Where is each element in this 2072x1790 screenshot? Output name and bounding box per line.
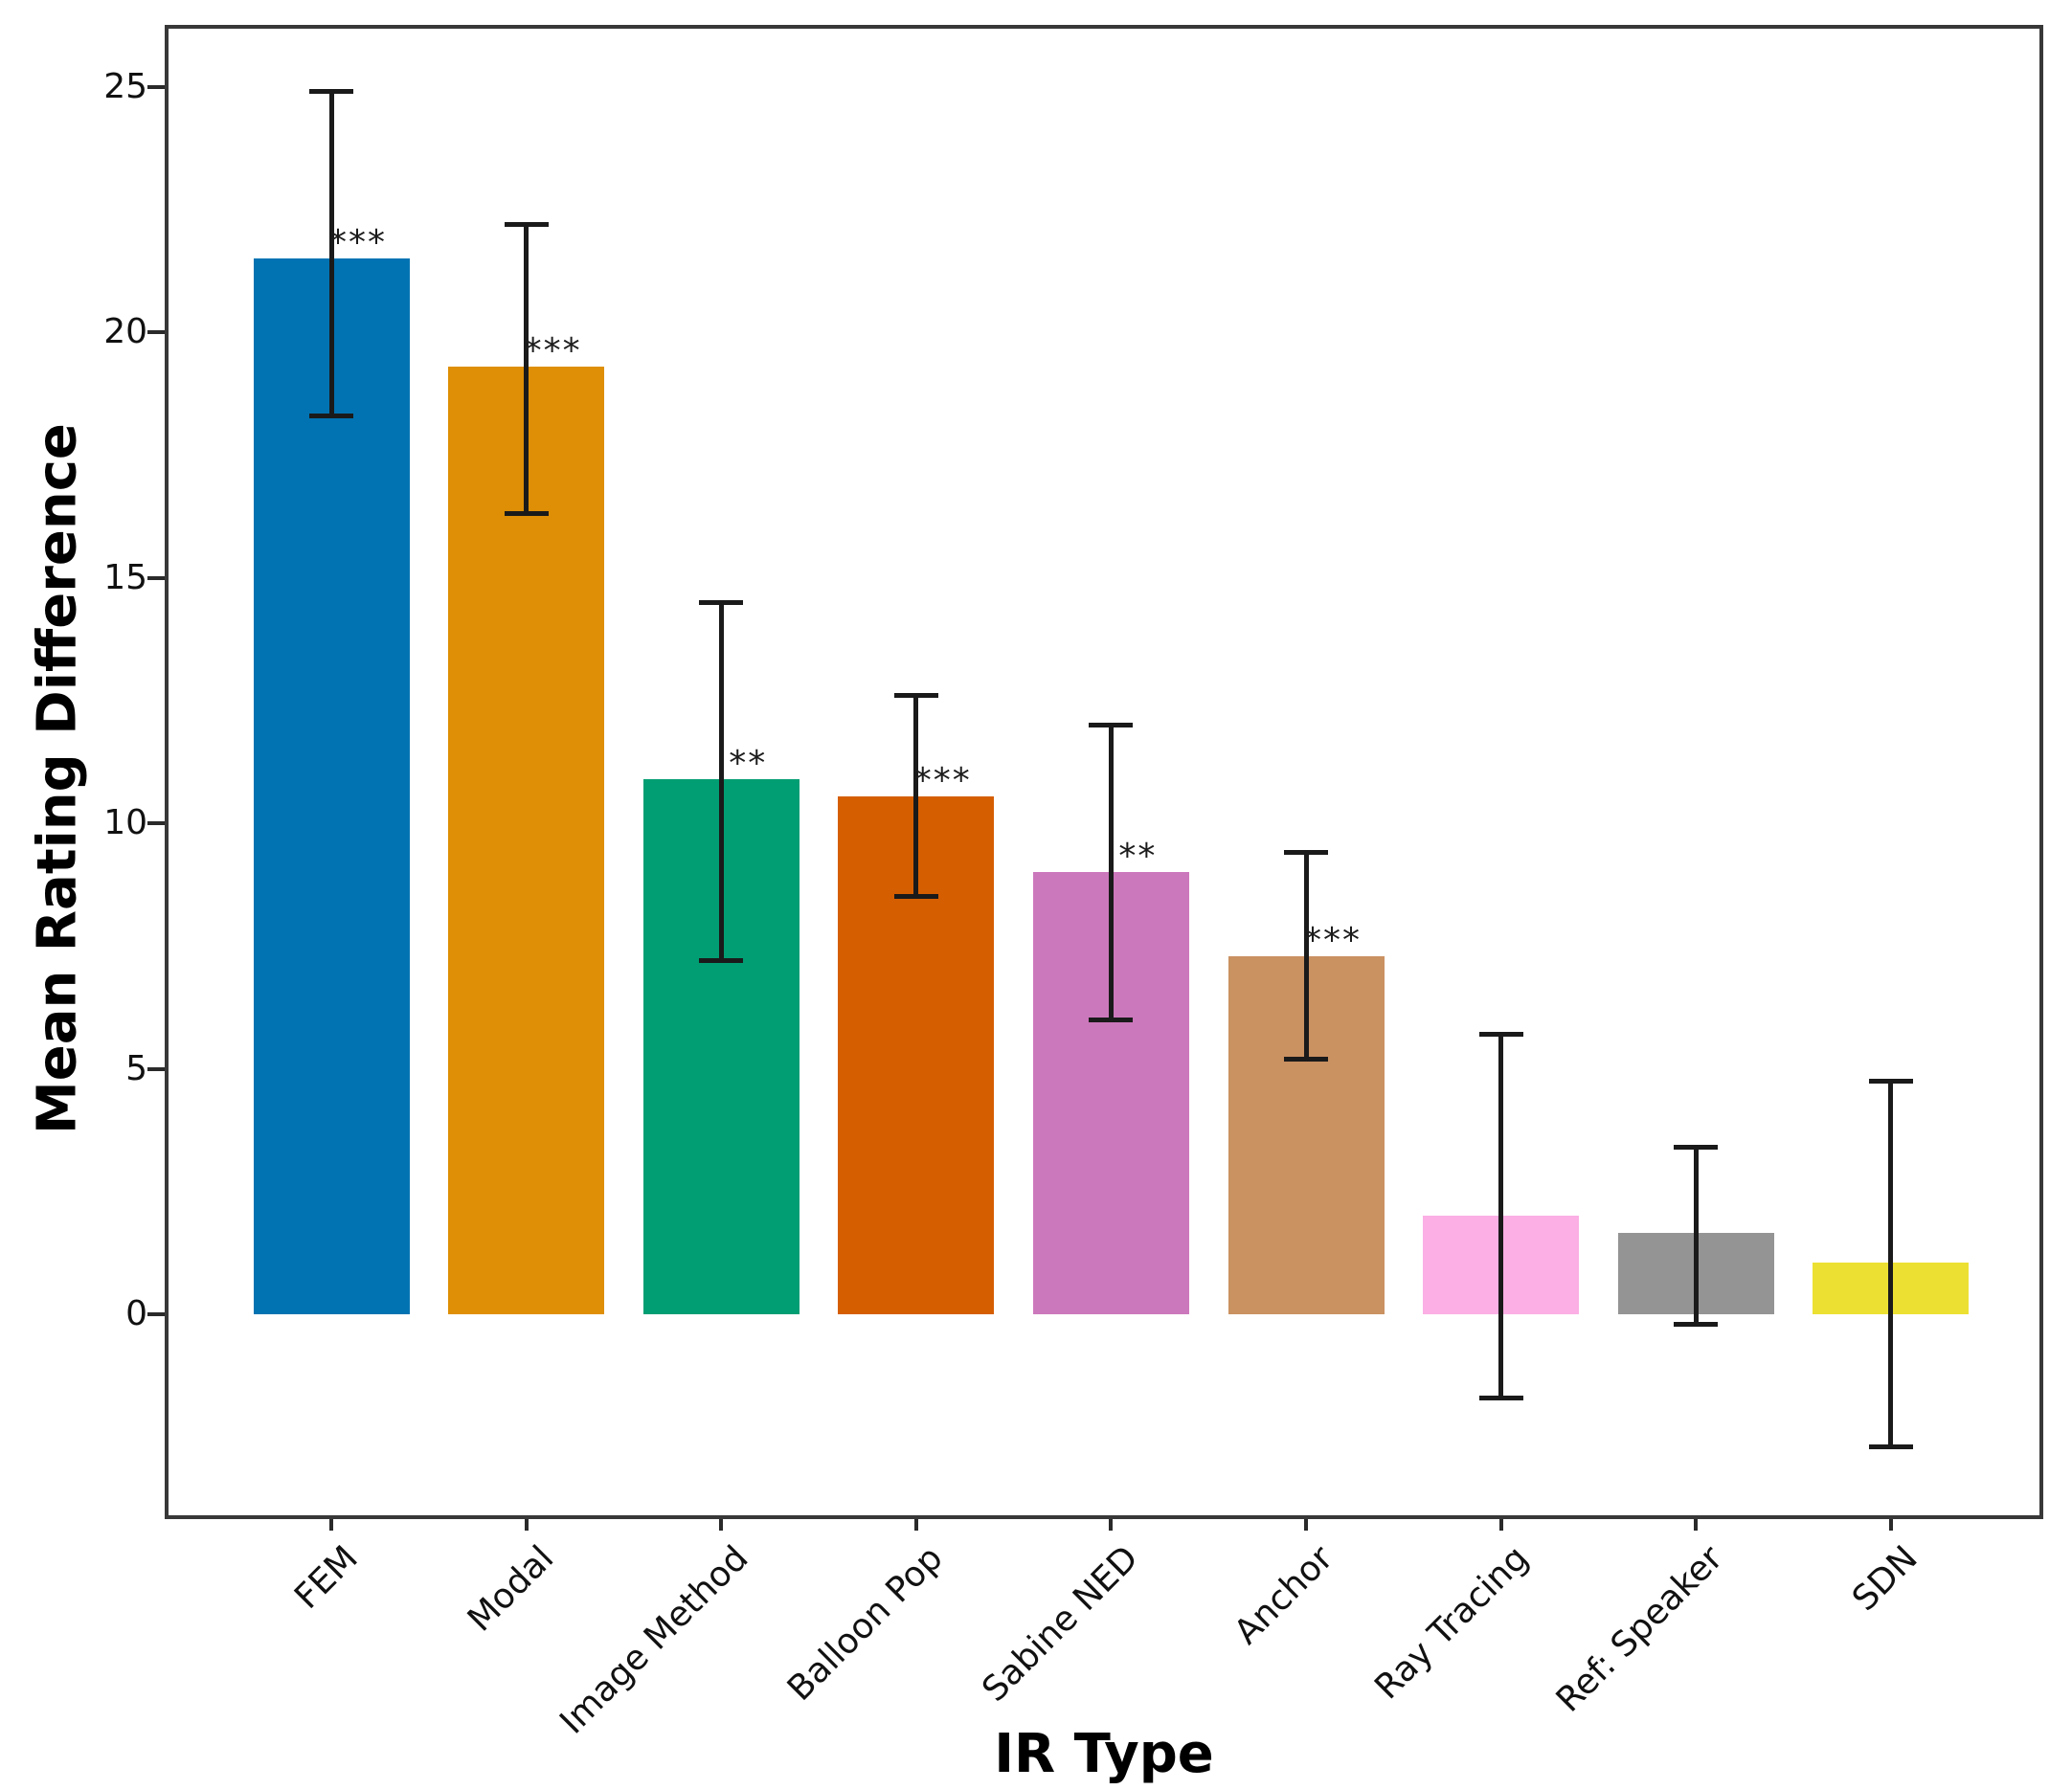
error-bar-cap xyxy=(1868,1078,1913,1084)
y-tick xyxy=(147,84,165,89)
x-tick xyxy=(1109,1515,1114,1531)
x-tick xyxy=(1498,1515,1503,1531)
y-tick xyxy=(147,1066,165,1071)
error-bar-cap xyxy=(1284,850,1328,856)
x-tick xyxy=(1888,1515,1893,1531)
y-tick-label: 15 xyxy=(103,557,147,597)
error-bar xyxy=(328,91,334,416)
y-tick-label: 20 xyxy=(103,312,147,351)
error-bar xyxy=(718,602,724,961)
error-bar xyxy=(1693,1147,1699,1325)
x-tick xyxy=(524,1515,529,1531)
x-tick-label: SDN xyxy=(1845,1538,1926,1620)
error-bar xyxy=(1303,852,1309,1060)
x-tick-label: Balloon Pop xyxy=(780,1538,952,1710)
error-bar xyxy=(524,224,529,514)
error-bar-cap xyxy=(504,511,549,517)
error-bar-cap xyxy=(504,221,549,227)
x-tick-label: Image Method xyxy=(552,1538,756,1742)
bar xyxy=(253,258,410,1314)
error-bar xyxy=(1888,1081,1894,1447)
error-bar-cap xyxy=(1478,1032,1523,1038)
x-tick-label: Sabine NED xyxy=(975,1538,1146,1710)
y-tick xyxy=(147,821,165,825)
x-tick-label: Modal xyxy=(460,1538,561,1640)
error-bar-cap xyxy=(309,413,353,418)
x-tick-label: Ray Tracing xyxy=(1366,1538,1536,1708)
x-axis-label: IR Type xyxy=(994,1723,1214,1785)
x-tick xyxy=(1694,1515,1699,1531)
error-bar-cap xyxy=(1089,1017,1134,1022)
significance-stars: *** xyxy=(524,330,582,370)
error-bar-cap xyxy=(1868,1444,1913,1449)
significance-stars: *** xyxy=(913,760,972,800)
plot-area: *** *** ** *** ** *** xyxy=(147,25,2043,1531)
y-tick-label: 5 xyxy=(125,1048,147,1088)
x-tick-label: Anchor xyxy=(1227,1538,1341,1653)
error-bar xyxy=(1108,725,1114,1020)
significance-stars: *** xyxy=(1304,920,1362,960)
error-bar-cap xyxy=(699,599,744,605)
y-tick-label: 10 xyxy=(103,803,147,842)
error-bar-cap xyxy=(1089,722,1134,727)
significance-stars: *** xyxy=(329,223,387,263)
x-tick-label: Ref: Speaker xyxy=(1549,1538,1731,1720)
error-bar-cap xyxy=(1674,1321,1719,1327)
error-bar-cap xyxy=(1674,1145,1719,1151)
y-tick-label: 25 xyxy=(103,66,147,106)
y-tick xyxy=(147,330,165,334)
error-bar-cap xyxy=(893,894,938,900)
x-tick xyxy=(719,1515,724,1531)
y-tick-label: 0 xyxy=(125,1294,147,1333)
bar xyxy=(448,366,605,1314)
error-bar-cap xyxy=(699,958,744,964)
x-tick-label: FEM xyxy=(287,1538,367,1617)
x-tick xyxy=(1304,1515,1308,1531)
y-tick xyxy=(147,575,165,580)
error-bar-cap xyxy=(1478,1395,1523,1400)
error-bar-cap xyxy=(893,693,938,699)
significance-stars: ** xyxy=(1118,837,1158,877)
y-tick xyxy=(147,1312,165,1316)
x-tick xyxy=(329,1515,333,1531)
x-tick xyxy=(913,1515,918,1531)
error-bar-cap xyxy=(1284,1056,1328,1062)
error-bar-cap xyxy=(309,89,353,95)
error-bar xyxy=(1498,1034,1504,1398)
error-bar xyxy=(913,695,919,897)
significance-stars: ** xyxy=(729,743,768,783)
